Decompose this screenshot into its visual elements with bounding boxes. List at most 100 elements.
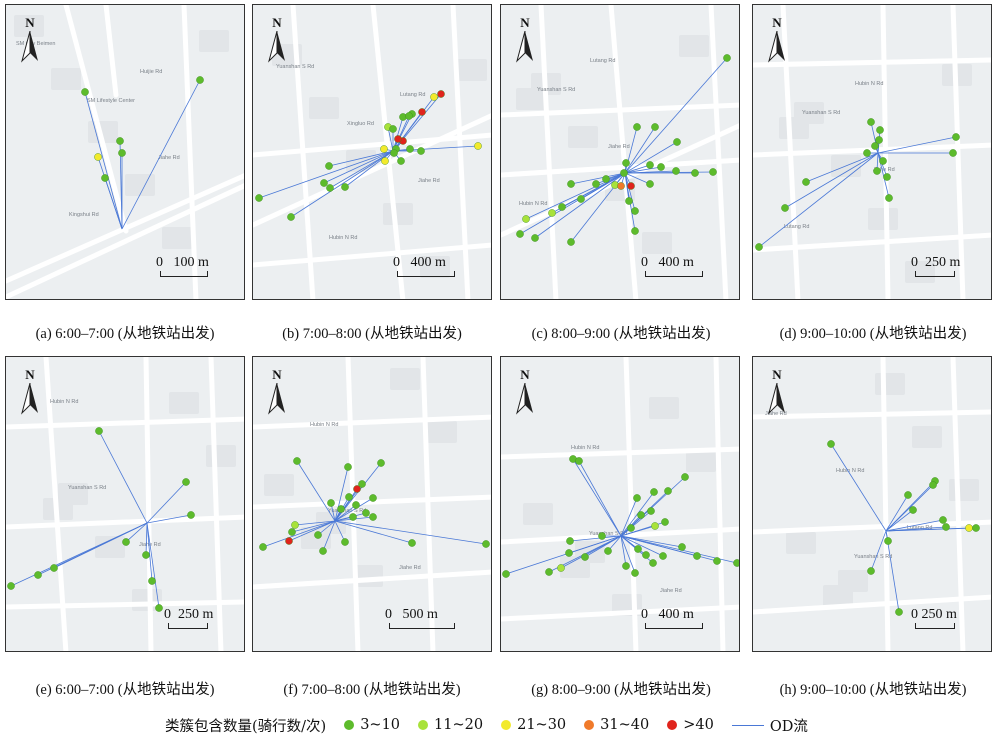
od-flow-line	[885, 484, 934, 532]
map-block	[309, 97, 339, 119]
north-arrow-icon: N	[513, 367, 537, 417]
map-road	[253, 132, 491, 158]
cluster-point	[617, 182, 625, 190]
map-street-label: Lutang Rd	[784, 224, 809, 230]
map-road	[608, 5, 639, 299]
cluster-point	[34, 571, 42, 579]
cluster-point	[259, 543, 267, 551]
legend-label-gt40: >40	[683, 717, 714, 733]
cluster-point	[293, 457, 301, 465]
od-flow-line	[784, 152, 879, 209]
map-road	[63, 5, 129, 234]
cluster-point	[337, 505, 345, 513]
cluster-point	[672, 167, 680, 175]
cluster-point	[196, 76, 204, 84]
map-block	[206, 445, 236, 467]
cluster-point	[673, 138, 681, 146]
od-flow-line	[569, 535, 622, 542]
cluster-point	[327, 499, 335, 507]
north-arrow-icon: N	[513, 15, 537, 65]
od-flow-line	[334, 497, 374, 522]
map-road	[6, 173, 244, 284]
map-street-label: Hubin N Rd	[855, 81, 883, 87]
cluster-point	[325, 162, 333, 170]
map-street-label: Jiahe Rd	[399, 565, 421, 571]
north-arrow-icon: N	[765, 15, 789, 65]
map-panel-b: Yuanshan S Rd Xingluo Rd Jiahe Rd Hubin N R…	[252, 4, 492, 300]
panel-caption-g: (g) 8:00–9:00 (从地铁站出发)	[531, 682, 711, 698]
od-flow-line	[121, 79, 201, 230]
od-flow-line	[624, 172, 636, 212]
north-arrow-icon: N	[265, 367, 289, 417]
map-street-label: Yuanshan S Rd	[328, 508, 366, 514]
legend-line-od-flow	[731, 724, 764, 726]
legend-dot-3-10	[344, 720, 355, 730]
cluster-point	[733, 559, 739, 567]
cluster-point	[502, 570, 510, 578]
od-flow-line	[146, 522, 160, 609]
scale-label: 0 250 m	[911, 607, 957, 622]
cluster-point	[418, 108, 426, 116]
od-flow-line	[323, 150, 394, 184]
map-canvas: Yuanshan S Rd Jiahe Rd Lutang Rd Hubin N Rd	[753, 5, 991, 299]
cluster-point	[95, 427, 103, 435]
map-road	[501, 102, 739, 118]
od-flow-line	[620, 535, 627, 567]
od-flow-line	[758, 152, 879, 248]
cluster-point	[691, 169, 699, 177]
cluster-point	[952, 133, 960, 141]
cluster-point	[627, 182, 635, 190]
cluster-point	[942, 523, 950, 531]
cluster-point	[358, 480, 366, 488]
cluster-point	[650, 488, 658, 496]
map-road	[253, 569, 491, 590]
map-road	[6, 416, 244, 430]
cluster-point	[558, 203, 566, 211]
scale-label: 0 400 m	[393, 255, 446, 270]
cluster-point	[567, 238, 575, 246]
map-block	[420, 256, 450, 278]
cluster-point	[326, 184, 334, 192]
map-street-label: Yuanshan S Rd	[68, 485, 106, 491]
cluster-point	[122, 538, 130, 546]
od-flow-line	[505, 535, 622, 575]
map-street-label: Kingshui Rd	[69, 212, 99, 218]
od-flow-line	[344, 150, 394, 188]
map-canvas: Yuanshan S Rd Jiahe Rd Hubin N Rd	[253, 357, 491, 651]
map-block	[51, 68, 81, 90]
map-street-label: Jiahe Rd	[418, 178, 440, 184]
scale-bar-line	[168, 623, 208, 629]
od-flow-line	[334, 520, 413, 544]
cluster-point	[939, 516, 947, 524]
cluster-point	[516, 230, 524, 238]
map-street-label: Lutang Rd	[590, 58, 615, 64]
od-flow-line	[620, 535, 718, 562]
cluster-point	[482, 540, 490, 548]
map-street-label: Xingluo Rd	[347, 121, 374, 127]
map-road	[43, 357, 69, 651]
od-flow-line	[84, 91, 123, 230]
map-block	[786, 532, 816, 554]
cluster-point	[381, 157, 389, 165]
north-arrow-icon: N	[765, 367, 789, 417]
map-street-label: Yuanshan S Rd	[276, 64, 314, 70]
cluster-point	[642, 551, 650, 559]
od-flow-line	[146, 481, 187, 524]
od-flow-line	[146, 514, 192, 524]
map-street-label: Hubin N Rd	[310, 422, 338, 428]
cluster-point	[647, 507, 655, 515]
legend-item-3-10: 3~10	[344, 717, 400, 733]
map-road	[713, 357, 726, 651]
map-block	[390, 368, 420, 390]
od-flow-line	[291, 520, 336, 533]
od-flow-line	[805, 152, 879, 183]
scale-bar: 0 400 m	[641, 607, 729, 629]
map-canvas: SM City Beimen SM Lifestyle Center Jiahe R…	[6, 5, 244, 299]
cluster-point	[693, 552, 701, 560]
north-label: N	[272, 367, 282, 382]
cluster-point	[567, 180, 575, 188]
map-block	[14, 15, 44, 37]
map-block	[199, 30, 229, 52]
scale-bar: 0 250 m	[911, 255, 981, 277]
cluster-point	[320, 179, 328, 187]
